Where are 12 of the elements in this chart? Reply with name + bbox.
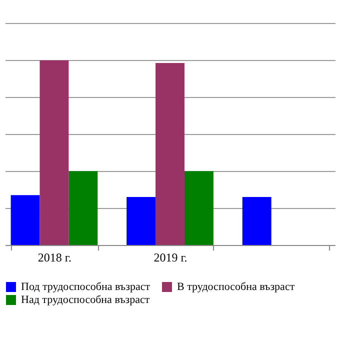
- bar: [156, 62, 184, 245]
- bar: [126, 197, 156, 245]
- bar: [184, 171, 214, 245]
- legend-label: В трудоспособна възраст: [177, 281, 295, 293]
- bar: [10, 195, 40, 245]
- x-tick-label: 2018 г.: [38, 250, 72, 264]
- legend-label: Над трудоспособна възраст: [21, 294, 150, 306]
- bar: [242, 197, 272, 245]
- legend-label: Под трудоспособна възраст: [21, 281, 150, 293]
- x-tick-label: 2019 г.: [154, 250, 188, 264]
- bar: [68, 171, 98, 245]
- bar: [40, 60, 69, 245]
